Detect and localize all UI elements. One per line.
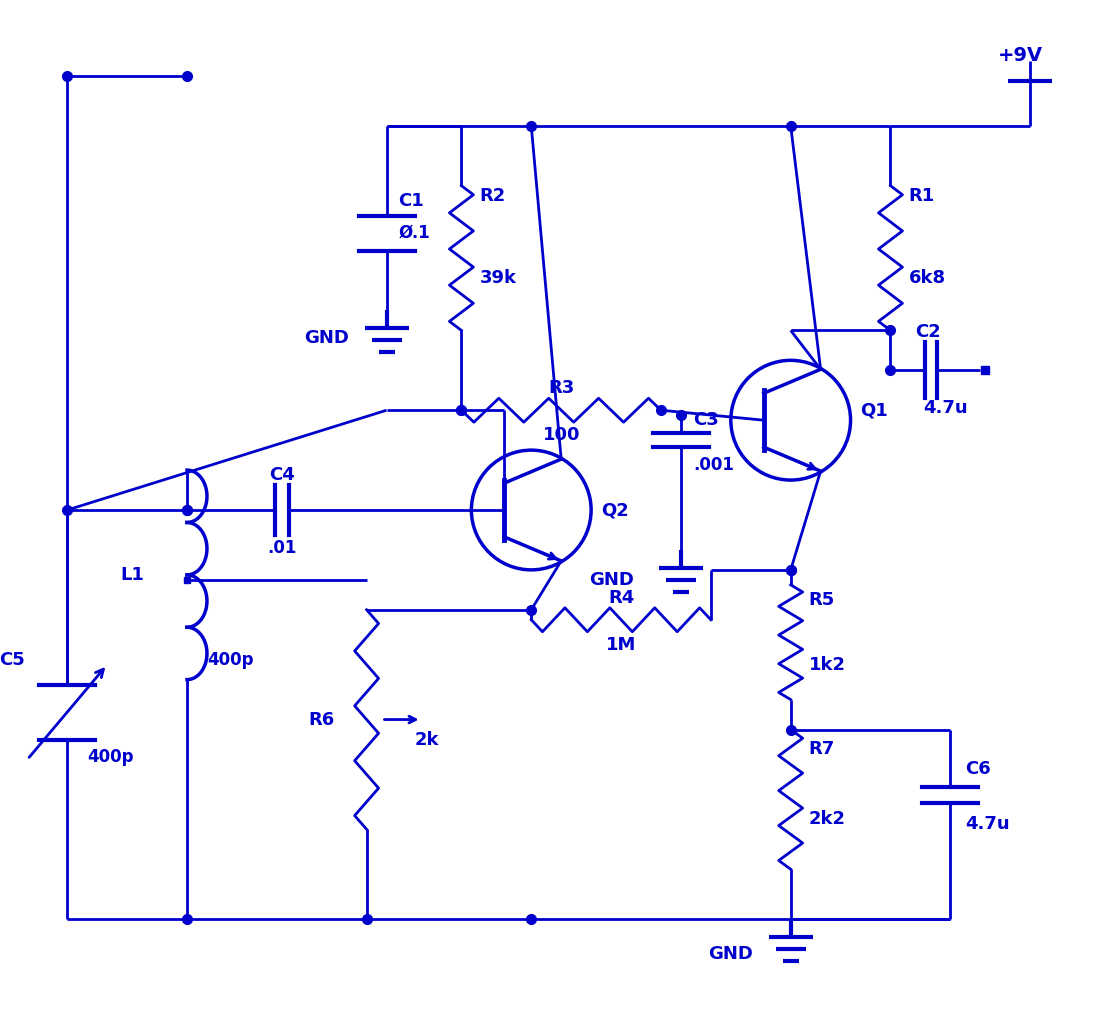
Text: 2k: 2k: [414, 730, 439, 749]
Text: R4: R4: [608, 589, 634, 607]
Text: GND: GND: [708, 945, 754, 963]
Text: R7: R7: [809, 741, 835, 758]
Text: R6: R6: [308, 711, 335, 728]
Text: 2k2: 2k2: [809, 810, 845, 829]
Text: C3: C3: [693, 411, 718, 430]
Text: 4.7u: 4.7u: [966, 815, 1010, 834]
Text: Q1: Q1: [861, 401, 888, 419]
Text: GND: GND: [304, 329, 349, 348]
Text: R1: R1: [908, 186, 935, 205]
Text: 100: 100: [543, 427, 580, 444]
Text: 6k8: 6k8: [908, 269, 946, 287]
Text: 400p: 400p: [87, 749, 134, 766]
Text: 39k: 39k: [480, 269, 516, 287]
Text: GND: GND: [589, 571, 633, 589]
Text: Ø.1: Ø.1: [399, 224, 430, 242]
Text: Q2: Q2: [601, 501, 629, 519]
Text: C6: C6: [966, 760, 991, 779]
Text: L1: L1: [120, 566, 144, 584]
Text: 1M: 1M: [606, 635, 636, 654]
Text: 1k2: 1k2: [809, 656, 845, 674]
Text: .001: .001: [693, 456, 734, 474]
Text: R3: R3: [548, 380, 575, 397]
Text: C1: C1: [399, 191, 424, 210]
Text: C5: C5: [0, 651, 25, 669]
Text: .01: .01: [267, 539, 296, 557]
Text: C2: C2: [916, 323, 941, 342]
Text: R2: R2: [480, 186, 506, 205]
Text: C4: C4: [269, 466, 295, 484]
Text: 4.7u: 4.7u: [923, 399, 968, 417]
Text: +9V: +9V: [998, 46, 1043, 65]
Text: 400p: 400p: [207, 651, 253, 669]
Text: R5: R5: [809, 591, 835, 609]
